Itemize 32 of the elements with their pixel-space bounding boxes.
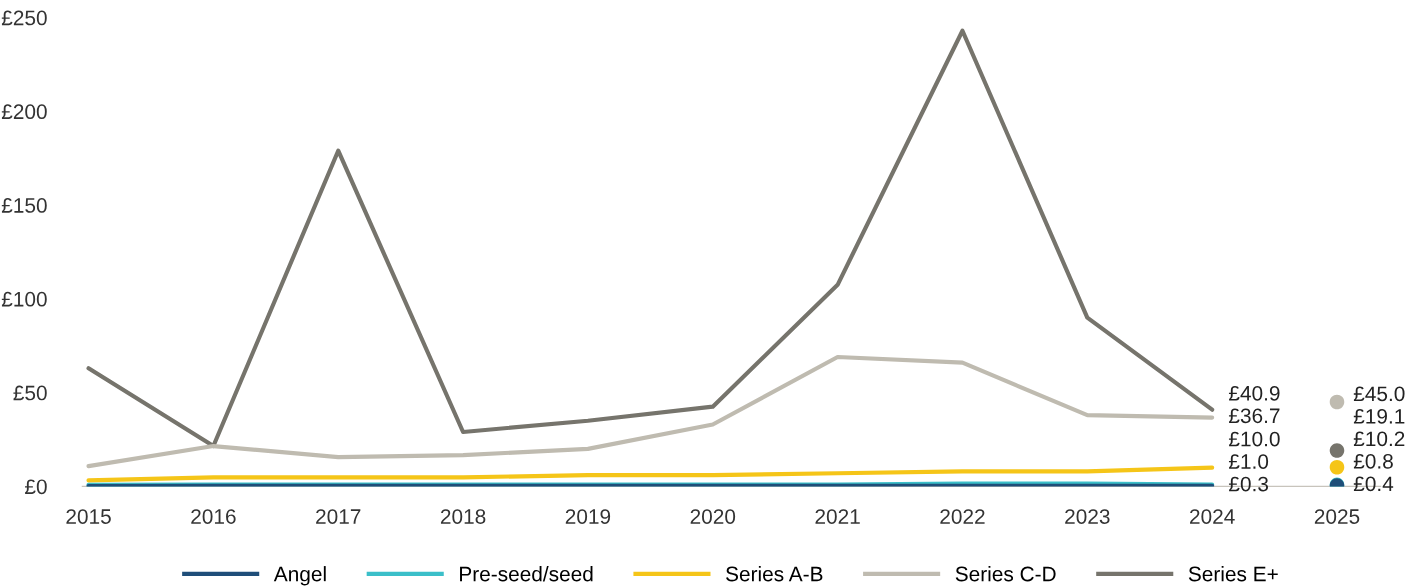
legend-label: Pre-seed/seed: [460, 566, 593, 582]
x-tick-label: 2022: [940, 509, 985, 524]
x-tick-label: 2018: [440, 509, 486, 524]
legend-label: Angel: [273, 566, 326, 586]
legend-label: Series E+: [1188, 566, 1278, 582]
y-tick-label: £150: [1, 198, 47, 213]
data-label: £36.7: [1228, 408, 1280, 424]
data-label: £0.8: [1353, 453, 1393, 469]
data-label: £10.0: [1228, 431, 1280, 447]
legend-label: Series C-D: [955, 566, 1056, 582]
data-label: £19.1: [1353, 408, 1405, 424]
data-label: £1.0: [1228, 454, 1269, 469]
x-tick-label: 2021: [815, 509, 860, 524]
x-tick-label: 2017: [316, 509, 361, 524]
y-tick-label: £0: [25, 479, 47, 495]
data-label: £10.2: [1353, 431, 1405, 447]
x-tick-label: 2025: [1314, 509, 1360, 524]
x-tick-label: 2015: [66, 509, 111, 524]
x-tick-label: 2016: [191, 509, 236, 524]
data-label: £40.9: [1228, 385, 1280, 401]
x-tick-label: 2024: [1190, 509, 1235, 524]
legend-label: Series A-B: [726, 566, 823, 582]
data-label: £0.4: [1353, 476, 1394, 492]
y-tick-label: £50: [13, 385, 47, 401]
data-label: £0.3: [1228, 476, 1269, 492]
y-tick-label: £100: [1, 291, 47, 307]
x-tick-label: 2020: [690, 509, 736, 524]
x-tick-label: 2019: [565, 509, 611, 524]
x-tick-label: 2023: [1065, 509, 1110, 524]
data-label: £45.0: [1353, 386, 1405, 402]
y-tick-label: £200: [1, 104, 47, 120]
y-tick-label: £250: [1, 10, 47, 26]
